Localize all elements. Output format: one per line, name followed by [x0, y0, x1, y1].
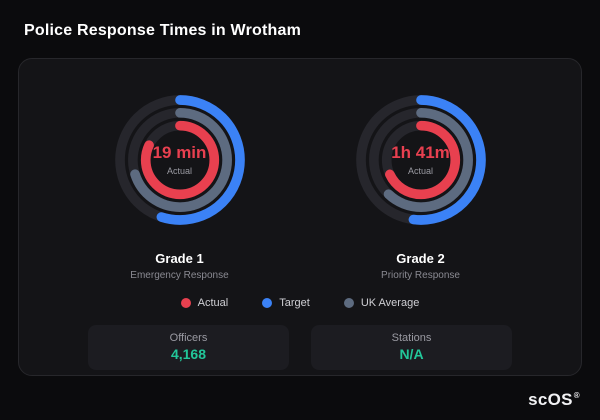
gauge-arc-uk-average	[127, 108, 232, 212]
stat-label-officers: Officers	[169, 332, 208, 344]
stats-row: Officers 4,168 Stations N/A	[88, 325, 512, 370]
gauge-arc-uk-average	[368, 108, 473, 212]
page-title: Police Response Times in Wrotham	[24, 22, 301, 39]
stat-value-officers: 4,168	[170, 346, 207, 362]
gauge-arc-actual	[381, 120, 460, 200]
gauge-arc-actual	[140, 120, 219, 200]
gauge-arc-target	[355, 95, 486, 225]
legend-dot-actual-icon	[180, 298, 191, 308]
gauge-title-grade-2: Grade 2	[396, 251, 445, 266]
legend-item-uk-average[interactable]: UK Average	[343, 297, 420, 309]
gauge-subtitle-grade-2: Priority Response	[381, 270, 460, 281]
legend-label-actual: Actual	[197, 297, 229, 309]
radial-gauge-grade-1: 19 min Actual	[105, 85, 255, 235]
legend-label-uk-average: UK Average	[360, 297, 420, 309]
stat-box-stations: Stations N/A	[311, 325, 512, 370]
gauges-row: 19 min Actual Grade 1 Emergency Response	[19, 85, 581, 281]
legend-item-actual[interactable]: Actual	[180, 297, 229, 309]
legend-dot-uk-average-icon	[343, 298, 354, 308]
response-times-card: 19 min Actual Grade 1 Emergency Response	[18, 58, 582, 376]
chart-legend: Actual Target UK Average	[19, 297, 581, 309]
stat-label-stations: Stations	[391, 332, 432, 344]
legend-dot-target-icon	[262, 298, 273, 308]
registered-mark: ®	[573, 391, 580, 401]
gauge-block-grade-1: 19 min Actual Grade 1 Emergency Response	[70, 85, 290, 281]
gauge-title-grade-1: Grade 1	[155, 251, 204, 266]
gauge-block-grade-2: 1h 41m Actual Grade 2 Priority Response	[311, 85, 531, 281]
scos-logo: scOS®	[528, 390, 580, 410]
legend-item-target[interactable]: Target	[262, 297, 310, 309]
gauge-svg-grade-2	[355, 95, 486, 225]
gauge-subtitle-grade-1: Emergency Response	[130, 270, 229, 281]
brand-text: scOS	[528, 390, 573, 409]
gauge-svg-grade-1	[114, 95, 245, 225]
legend-label-target: Target	[279, 297, 310, 309]
radial-gauge-grade-2: 1h 41m Actual	[346, 85, 496, 235]
gauge-arc-target	[114, 95, 245, 225]
stat-box-officers: Officers 4,168	[88, 325, 289, 370]
stat-value-stations: N/A	[399, 346, 424, 362]
